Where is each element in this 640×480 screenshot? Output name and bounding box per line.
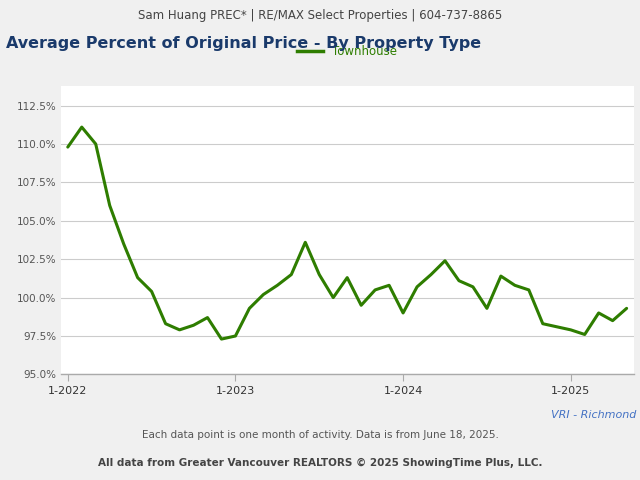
Text: VRI - Richmond: VRI - Richmond	[552, 410, 637, 420]
Text: Each data point is one month of activity. Data is from June 18, 2025.: Each data point is one month of activity…	[141, 430, 499, 440]
Text: Sam Huang PREC* | RE/MAX Select Properties | 604-737-8865: Sam Huang PREC* | RE/MAX Select Properti…	[138, 9, 502, 22]
Text: Average Percent of Original Price - By Property Type: Average Percent of Original Price - By P…	[6, 36, 481, 51]
Legend: Townhouse: Townhouse	[292, 40, 402, 63]
Text: All data from Greater Vancouver REALTORS © 2025 ShowingTime Plus, LLC.: All data from Greater Vancouver REALTORS…	[98, 458, 542, 468]
